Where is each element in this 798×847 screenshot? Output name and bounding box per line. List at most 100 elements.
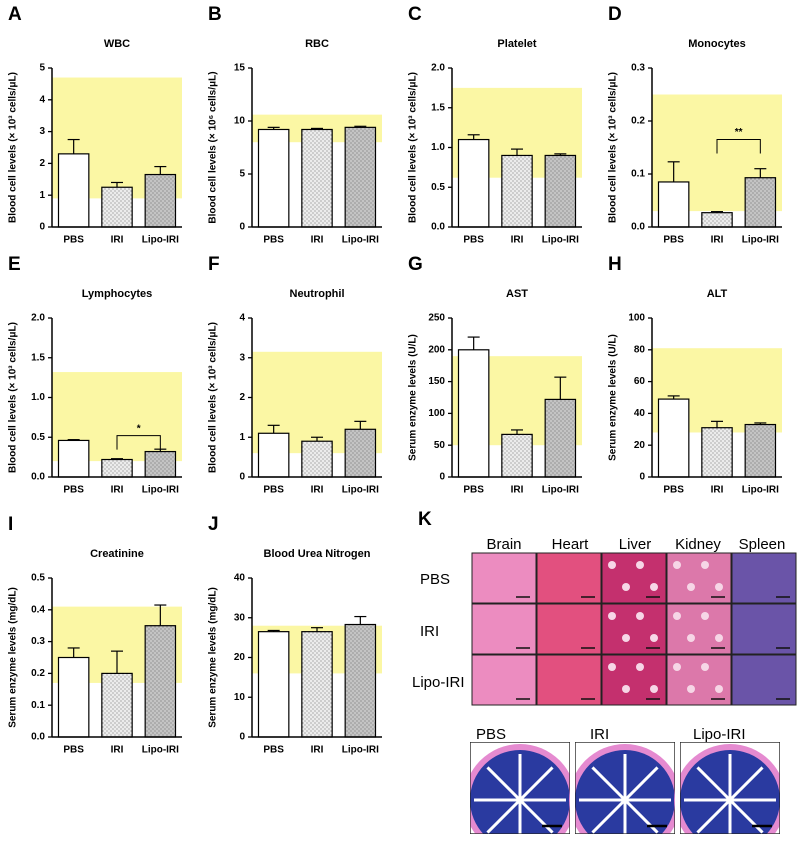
y-tick-label: 0.5 [31,573,45,584]
y-axis-label: Serum enzyme levels (U/L) [608,334,619,461]
colon-group-label: IRI [590,726,609,743]
y-tick-label: 250 [428,313,445,324]
bar [144,450,177,478]
x-tick-label: IRI [711,235,724,246]
error-bar [754,168,767,178]
histology-image [471,654,537,706]
colon-fold [696,766,732,802]
error-bar [67,439,80,441]
histology-image [666,603,732,655]
colon-fold [591,766,627,802]
y-axis-label: Blood cell levels (× 10³ cells/μL) [608,72,619,223]
error-bar [467,134,480,140]
x-tick-label: IRI [311,485,324,496]
bar [144,625,177,738]
y-tick-label: 5 [39,63,45,74]
y-tick-label: 1.0 [31,392,45,403]
tissue-detail [608,663,616,671]
group-label: Lipo-IRI [412,674,465,691]
error-bar [154,604,167,626]
y-tick-label: 0 [439,472,445,483]
y-tick-label: 0.5 [431,182,445,193]
tissue-detail [687,634,695,642]
x-tick-label: Lipo-IRI [142,745,179,756]
tissue-detail [673,663,681,671]
error-bar [267,126,280,130]
panel-letter: E [8,254,21,275]
tissue-detail [715,583,723,591]
error-bar [754,422,767,425]
y-tick-label: 0 [239,472,245,483]
tissue-detail [636,663,644,671]
chart-title: Creatinine [90,548,144,560]
y-axis-label: Blood cell levels (× 10³ cells/μL) [8,322,19,473]
error-bar [67,138,80,154]
bar [744,423,777,478]
x-tick-label: Lipo-IRI [142,485,179,496]
image-frame [470,742,571,834]
error-bar [67,647,80,658]
tissue-detail [650,634,658,642]
y-tick-label: 20 [234,652,246,663]
error-bar [267,424,280,434]
panel-letter: J [208,514,219,535]
y-tick-label: 4 [39,94,45,105]
chart-title: Platelet [497,38,536,50]
chart-title: Monocytes [688,38,745,50]
x-tick-label: IRI [711,485,724,496]
bar [301,440,333,478]
x-tick-label: PBS [263,485,284,496]
chart-title: AST [506,288,528,300]
histology-panel: K Brain Heart Liver Kidney Spleen PBS IR… [412,509,797,834]
error-bar [554,153,567,156]
panel-letter: B [208,4,222,25]
y-tick-label: 2.0 [31,313,45,324]
tissue-detail [701,561,709,569]
y-tick-label: 0.0 [31,472,45,483]
panel-letter: K [418,509,432,530]
error-bar [354,125,367,128]
histology-images [471,552,797,706]
x-tick-label: Lipo-IRI [542,485,579,496]
bar [544,154,577,228]
histology-image [601,603,667,655]
tissue-detail [673,612,681,620]
tissue-detail [701,663,709,671]
y-tick-label: 40 [234,573,246,584]
group-label: PBS [420,571,450,588]
group-label: IRI [420,623,439,640]
y-tick-label: 10 [234,692,246,703]
error-bar [467,336,480,350]
y-tick-label: 0 [39,222,45,233]
significance-label: * [137,423,141,434]
y-tick-label: 20 [634,440,646,451]
y-axis-label: Serum enzyme levels (U/L) [408,334,419,461]
y-axis-label: Blood cell levels (× 10³ cells/μL) [8,72,19,223]
histology-image [536,603,602,655]
y-tick-label: 0.0 [631,222,645,233]
bar [101,458,133,478]
chart-title: Lymphocytes [82,288,153,300]
error-bar [311,627,323,632]
tissue-detail [687,685,695,693]
error-bar [511,148,523,156]
error-bar [554,376,567,400]
image-frame [679,742,780,834]
x-tick-label: PBS [663,235,684,246]
error-bar [267,629,280,632]
bar [457,349,490,478]
y-axis-label: Serum enzyme levels (mg/dL) [208,587,219,728]
bar [501,154,533,228]
y-tick-label: 0 [639,472,645,483]
histology-image [666,552,732,604]
histology-image [536,654,602,706]
tissue-detail [673,561,681,569]
tissue-detail [715,634,723,642]
x-tick-label: PBS [63,235,84,246]
x-tick-label: Lipo-IRI [142,235,179,246]
panel-letter: A [8,4,22,25]
tissue-detail [608,612,616,620]
y-tick-label: 1.5 [431,102,445,113]
chart-title: Neutrophil [290,288,345,300]
